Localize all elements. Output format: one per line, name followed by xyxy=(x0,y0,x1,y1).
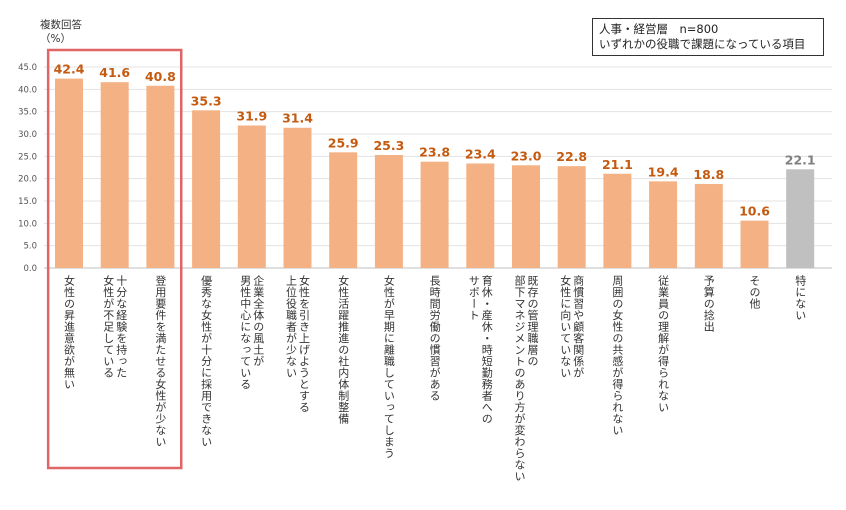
data-label: 35.3 xyxy=(191,93,222,108)
y-axis-title-line1: 複数回答 xyxy=(40,19,82,31)
category-label-line: 従業員の理解が得られない xyxy=(657,275,670,413)
category-label-line: その他 xyxy=(748,275,761,310)
y-tick-label: 35.0 xyxy=(18,108,37,118)
category-label-line: 上位役職者が少ない xyxy=(285,275,298,379)
data-label: 21.1 xyxy=(602,157,633,172)
highlight-box xyxy=(46,48,183,470)
data-label: 23.0 xyxy=(511,148,542,163)
category-label: 予算の捻出 xyxy=(702,275,715,333)
category-label-line: 予算の捻出 xyxy=(702,275,715,333)
category-label-line: 女性を引き上げようとする xyxy=(298,274,311,413)
category-label-line: 特にない xyxy=(794,274,807,321)
bar xyxy=(146,85,175,268)
category-label-line: 女性活躍推進の社内体制整備 xyxy=(337,274,350,425)
data-label: 41.6 xyxy=(99,65,130,80)
category-label-line: 女性に向いていない xyxy=(559,274,572,379)
y-tick-label: 45.0 xyxy=(18,63,37,73)
y-tick-label: 0.0 xyxy=(23,264,37,274)
y-axis-title-line2: （%） xyxy=(40,33,71,45)
data-label: 19.4 xyxy=(648,164,679,179)
category-label-line: 登用要件を満たせる女性が少ない xyxy=(154,274,167,448)
data-label: 25.3 xyxy=(373,138,404,153)
data-label: 22.8 xyxy=(556,149,587,164)
data-label: 31.9 xyxy=(236,109,267,124)
category-label: その他 xyxy=(748,275,761,310)
data-label: 18.8 xyxy=(693,167,724,182)
y-tick-label: 15.0 xyxy=(18,197,37,207)
data-label: 23.8 xyxy=(419,145,450,160)
category-label: 女性の昇進意欲が無い xyxy=(63,274,76,390)
y-tick-label: 5.0 xyxy=(23,242,37,252)
bar xyxy=(466,163,495,268)
category-label: 特にない xyxy=(794,274,807,321)
bar xyxy=(694,184,723,268)
category-label-line: 男性中心になっている xyxy=(239,275,252,390)
bar xyxy=(100,82,129,268)
bar xyxy=(512,165,540,268)
y-tick-label: 20.0 xyxy=(18,175,37,185)
data-label: 22.1 xyxy=(785,152,816,167)
category-label: 従業員の理解が得られない xyxy=(657,275,670,413)
category-label-line: 企業全体の風土が xyxy=(252,274,265,367)
y-axis-title: 複数回答 （%） xyxy=(40,18,82,46)
bar xyxy=(649,181,678,268)
category-label-line: 商慣習や顧客関係が xyxy=(572,274,585,379)
bar xyxy=(374,154,403,268)
category-label-line: 部下マネジメントのあり方が変わらない xyxy=(513,274,526,482)
y-tick-label: 40.0 xyxy=(18,85,37,95)
bar xyxy=(740,220,769,268)
category-label: 女性が早期に離職していってしまう xyxy=(382,274,395,459)
legend-line1: 人事・経営層 n=800 xyxy=(599,22,719,36)
bar xyxy=(237,125,266,268)
bar xyxy=(192,110,221,269)
category-label-line: 育休・産休・時短勤務者への xyxy=(480,274,493,425)
category-label-line: 女性が不足している xyxy=(102,274,115,379)
bar xyxy=(603,173,632,268)
category-label: 優秀な女性が十分に採用できない xyxy=(200,275,213,448)
category-label-line: 長時間労働の慣習がある xyxy=(428,275,441,402)
category-label: 周囲の女性の共感が得られない xyxy=(611,275,624,436)
data-label: 40.8 xyxy=(145,69,176,84)
bar xyxy=(283,127,312,268)
category-label-line: 女性の昇進意欲が無い xyxy=(63,274,76,390)
category-label-line: 優秀な女性が十分に採用できない xyxy=(200,275,213,448)
category-label-line: サポート xyxy=(467,275,480,321)
bar xyxy=(557,166,586,268)
bar xyxy=(55,78,83,268)
y-tick-label: 25.0 xyxy=(18,152,37,162)
category-label: 登用要件を満たせる女性が少ない xyxy=(154,274,167,448)
bar xyxy=(420,161,449,268)
y-tick-label: 30.0 xyxy=(18,130,37,140)
bar xyxy=(786,169,815,268)
category-label-line: 女性が早期に離職していってしまう xyxy=(382,274,395,459)
data-label: 42.4 xyxy=(54,62,85,77)
y-tick-label: 10.0 xyxy=(18,219,37,229)
data-label: 25.9 xyxy=(328,135,359,150)
data-label: 31.4 xyxy=(282,111,313,126)
category-label-line: 十分な経験を持った xyxy=(115,274,128,379)
category-label-line: 既存の管理職層の xyxy=(526,275,539,367)
legend-line2: いずれかの役職で課題になっている項目 xyxy=(599,37,806,51)
legend-box: 人事・経営層 n=800 いずれかの役職で課題になっている項目 xyxy=(592,18,824,56)
category-label-line: 周囲の女性の共感が得られない xyxy=(611,275,624,436)
bar xyxy=(329,152,358,268)
data-label: 10.6 xyxy=(739,204,770,219)
category-label: 長時間労働の慣習がある xyxy=(428,275,441,402)
category-label: 女性活躍推進の社内体制整備 xyxy=(337,274,350,425)
data-label: 23.4 xyxy=(465,146,496,161)
